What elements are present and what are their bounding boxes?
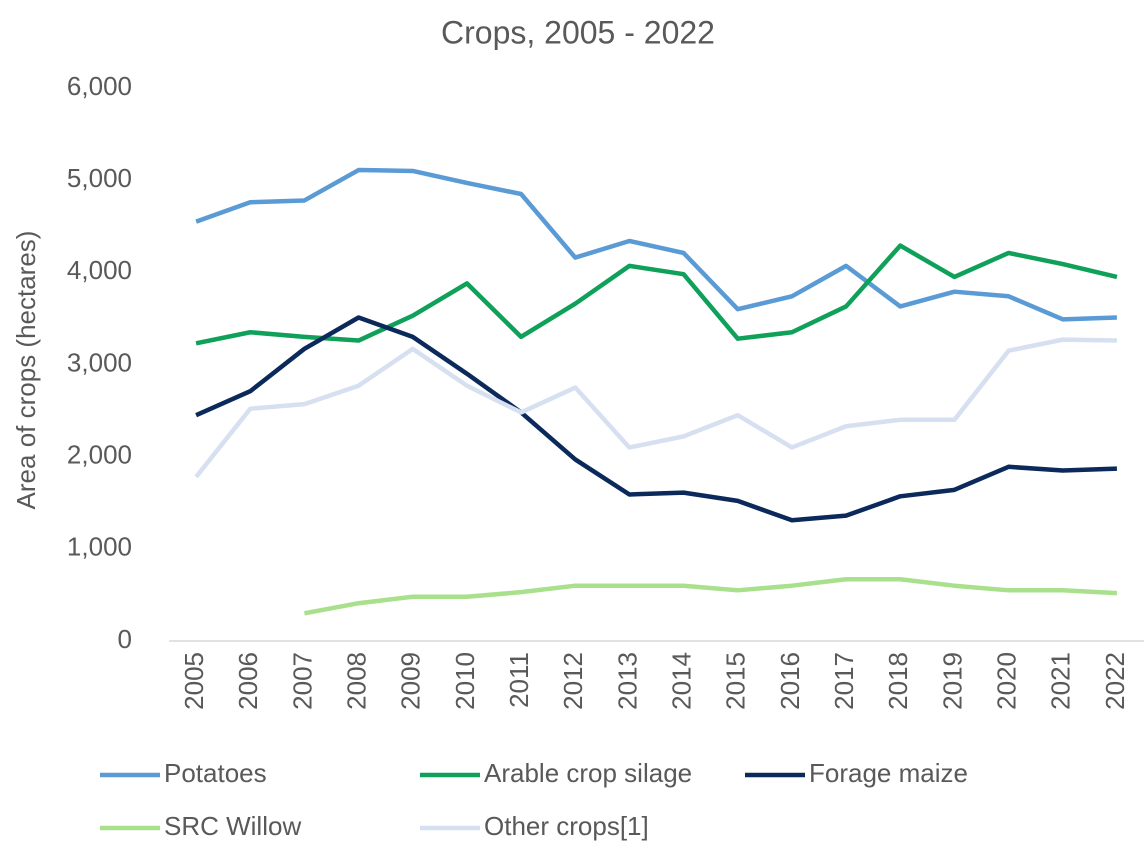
legend-label: Other crops[1]: [484, 811, 649, 841]
x-tick-label: 2017: [829, 652, 859, 710]
y-tick-label: 6,000: [67, 71, 132, 101]
x-tick-label: 2007: [287, 652, 317, 710]
x-tick-label: 2016: [775, 652, 805, 710]
x-tick-label: 2011: [504, 652, 534, 708]
x-tick-label: 2015: [721, 652, 751, 710]
legend-label: Forage maize: [809, 758, 968, 788]
legend-label: Arable crop silage: [484, 758, 692, 788]
legend-label: SRC Willow: [164, 811, 301, 841]
x-tick-label: 2021: [1046, 652, 1076, 710]
x-tick-label: 2009: [396, 652, 426, 710]
series-line: [195, 167, 1117, 322]
x-tick-label: 2019: [937, 652, 967, 710]
x-tick-label: 2005: [179, 652, 209, 710]
series-line: [194, 337, 1117, 479]
x-tick-label: 2018: [883, 652, 913, 710]
x-tick-label: 2010: [450, 652, 480, 710]
series-line: [195, 243, 1118, 346]
y-axis-label: Area of crops (hectares): [11, 231, 41, 510]
y-tick-label: 0: [118, 624, 132, 654]
y-tick-label: 5,000: [67, 163, 132, 193]
x-tick-label: 2008: [341, 652, 371, 710]
x-tick-label: 2020: [991, 652, 1021, 710]
y-tick-label: 1,000: [67, 532, 132, 562]
legend-label: Potatoes: [164, 758, 267, 788]
x-tick-label: 2014: [666, 652, 696, 710]
x-tick-label: 2022: [1100, 652, 1130, 710]
chart-title: Crops, 2005 - 2022: [441, 14, 715, 50]
y-tick-label: 3,000: [67, 347, 132, 377]
y-tick-label: 4,000: [67, 255, 132, 285]
series-line: [195, 315, 1117, 523]
x-tick-label: 2013: [612, 652, 642, 710]
x-tick-label: 2012: [558, 652, 588, 710]
x-tick-label: 2006: [233, 652, 263, 710]
series-line: [304, 576, 1118, 616]
y-tick-label: 2,000: [67, 440, 132, 470]
